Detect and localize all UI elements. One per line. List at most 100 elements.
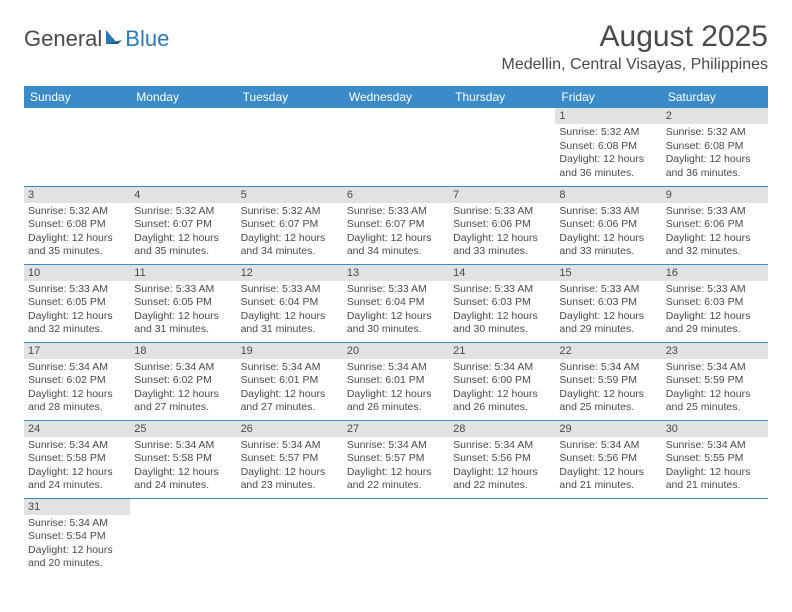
day-number: 8 [555, 187, 661, 203]
calendar-cell [343, 498, 449, 576]
calendar-cell [449, 498, 555, 576]
day-details: Sunrise: 5:34 AMSunset: 5:57 PMDaylight:… [343, 437, 449, 498]
sunrise-text: Sunrise: 5:34 AM [559, 361, 657, 375]
logo-text-blue: Blue [125, 26, 169, 52]
calendar-week-row: 17Sunrise: 5:34 AMSunset: 6:02 PMDayligh… [24, 342, 768, 420]
day-number: 4 [130, 187, 236, 203]
calendar-cell: 29Sunrise: 5:34 AMSunset: 5:56 PMDayligh… [555, 420, 661, 498]
calendar-cell: 7Sunrise: 5:33 AMSunset: 6:06 PMDaylight… [449, 186, 555, 264]
sunrise-text: Sunrise: 5:33 AM [28, 283, 126, 297]
daylight-text: Daylight: 12 hours and 33 minutes. [559, 232, 657, 259]
calendar-cell: 31Sunrise: 5:34 AMSunset: 5:54 PMDayligh… [24, 498, 130, 576]
calendar-cell [130, 498, 236, 576]
sunset-text: Sunset: 6:06 PM [453, 218, 551, 232]
calendar-cell: 26Sunrise: 5:34 AMSunset: 5:57 PMDayligh… [237, 420, 343, 498]
calendar-cell [343, 108, 449, 186]
sunrise-text: Sunrise: 5:34 AM [134, 439, 232, 453]
sunset-text: Sunset: 6:07 PM [134, 218, 232, 232]
sunrise-text: Sunrise: 5:33 AM [134, 283, 232, 297]
daylight-text: Daylight: 12 hours and 25 minutes. [666, 388, 764, 415]
day-number: 28 [449, 421, 555, 437]
day-number: 23 [662, 343, 768, 359]
day-number: 10 [24, 265, 130, 281]
calendar-cell: 15Sunrise: 5:33 AMSunset: 6:03 PMDayligh… [555, 264, 661, 342]
daylight-text: Daylight: 12 hours and 21 minutes. [666, 466, 764, 493]
calendar-cell: 27Sunrise: 5:34 AMSunset: 5:57 PMDayligh… [343, 420, 449, 498]
day-number: 1 [555, 108, 661, 124]
calendar-cell [130, 108, 236, 186]
day-details: Sunrise: 5:33 AMSunset: 6:06 PMDaylight:… [449, 203, 555, 264]
daylight-text: Daylight: 12 hours and 28 minutes. [28, 388, 126, 415]
page-header: GeneralBlue August 2025 Medellin, Centra… [24, 20, 768, 74]
sunrise-text: Sunrise: 5:34 AM [453, 439, 551, 453]
sunset-text: Sunset: 6:06 PM [666, 218, 764, 232]
daylight-text: Daylight: 12 hours and 21 minutes. [559, 466, 657, 493]
sunset-text: Sunset: 6:02 PM [28, 374, 126, 388]
calendar-week-row: 10Sunrise: 5:33 AMSunset: 6:05 PMDayligh… [24, 264, 768, 342]
sunrise-text: Sunrise: 5:33 AM [453, 205, 551, 219]
sunset-text: Sunset: 6:04 PM [347, 296, 445, 310]
sunrise-text: Sunrise: 5:34 AM [347, 361, 445, 375]
sunset-text: Sunset: 6:04 PM [241, 296, 339, 310]
day-number: 25 [130, 421, 236, 437]
calendar-cell: 4Sunrise: 5:32 AMSunset: 6:07 PMDaylight… [130, 186, 236, 264]
daylight-text: Daylight: 12 hours and 27 minutes. [241, 388, 339, 415]
calendar-cell [662, 498, 768, 576]
sunrise-text: Sunrise: 5:33 AM [347, 205, 445, 219]
day-details: Sunrise: 5:34 AMSunset: 5:57 PMDaylight:… [237, 437, 343, 498]
sunrise-text: Sunrise: 5:32 AM [28, 205, 126, 219]
daylight-text: Daylight: 12 hours and 32 minutes. [28, 310, 126, 337]
sunrise-text: Sunrise: 5:34 AM [347, 439, 445, 453]
calendar-cell: 12Sunrise: 5:33 AMSunset: 6:04 PMDayligh… [237, 264, 343, 342]
sunset-text: Sunset: 5:59 PM [666, 374, 764, 388]
day-number: 13 [343, 265, 449, 281]
col-header: Monday [130, 86, 236, 108]
calendar-cell [237, 498, 343, 576]
calendar-cell: 6Sunrise: 5:33 AMSunset: 6:07 PMDaylight… [343, 186, 449, 264]
calendar-cell: 11Sunrise: 5:33 AMSunset: 6:05 PMDayligh… [130, 264, 236, 342]
col-header: Sunday [24, 86, 130, 108]
sunset-text: Sunset: 6:08 PM [28, 218, 126, 232]
day-number: 21 [449, 343, 555, 359]
sunrise-text: Sunrise: 5:32 AM [241, 205, 339, 219]
calendar-cell: 17Sunrise: 5:34 AMSunset: 6:02 PMDayligh… [24, 342, 130, 420]
calendar-cell: 3Sunrise: 5:32 AMSunset: 6:08 PMDaylight… [24, 186, 130, 264]
location-text: Medellin, Central Visayas, Philippines [501, 56, 768, 74]
sunset-text: Sunset: 6:03 PM [559, 296, 657, 310]
sunrise-text: Sunrise: 5:34 AM [241, 361, 339, 375]
day-details: Sunrise: 5:34 AMSunset: 6:01 PMDaylight:… [237, 359, 343, 420]
sunrise-text: Sunrise: 5:34 AM [453, 361, 551, 375]
day-number: 2 [662, 108, 768, 124]
calendar-cell: 14Sunrise: 5:33 AMSunset: 6:03 PMDayligh… [449, 264, 555, 342]
day-details: Sunrise: 5:34 AMSunset: 5:58 PMDaylight:… [24, 437, 130, 498]
calendar-cell [555, 498, 661, 576]
sunrise-text: Sunrise: 5:33 AM [666, 205, 764, 219]
calendar-cell: 5Sunrise: 5:32 AMSunset: 6:07 PMDaylight… [237, 186, 343, 264]
day-details: Sunrise: 5:34 AMSunset: 5:56 PMDaylight:… [449, 437, 555, 498]
calendar-table: Sunday Monday Tuesday Wednesday Thursday… [24, 86, 768, 576]
col-header: Saturday [662, 86, 768, 108]
daylight-text: Daylight: 12 hours and 35 minutes. [28, 232, 126, 259]
day-number: 29 [555, 421, 661, 437]
day-details: Sunrise: 5:34 AMSunset: 5:58 PMDaylight:… [130, 437, 236, 498]
daylight-text: Daylight: 12 hours and 22 minutes. [347, 466, 445, 493]
sunrise-text: Sunrise: 5:32 AM [666, 126, 764, 140]
sunset-text: Sunset: 6:08 PM [666, 140, 764, 154]
calendar-cell: 28Sunrise: 5:34 AMSunset: 5:56 PMDayligh… [449, 420, 555, 498]
day-number: 26 [237, 421, 343, 437]
sunrise-text: Sunrise: 5:32 AM [559, 126, 657, 140]
daylight-text: Daylight: 12 hours and 33 minutes. [453, 232, 551, 259]
day-details: Sunrise: 5:33 AMSunset: 6:05 PMDaylight:… [130, 281, 236, 342]
calendar-cell: 20Sunrise: 5:34 AMSunset: 6:01 PMDayligh… [343, 342, 449, 420]
sunrise-text: Sunrise: 5:33 AM [559, 205, 657, 219]
calendar-cell: 10Sunrise: 5:33 AMSunset: 6:05 PMDayligh… [24, 264, 130, 342]
empty-day [24, 108, 130, 124]
empty-day [237, 108, 343, 124]
daylight-text: Daylight: 12 hours and 27 minutes. [134, 388, 232, 415]
daylight-text: Daylight: 12 hours and 26 minutes. [347, 388, 445, 415]
sunset-text: Sunset: 5:57 PM [347, 452, 445, 466]
sunrise-text: Sunrise: 5:32 AM [134, 205, 232, 219]
sunrise-text: Sunrise: 5:33 AM [347, 283, 445, 297]
sail-icon [104, 26, 124, 52]
day-number: 31 [24, 499, 130, 515]
